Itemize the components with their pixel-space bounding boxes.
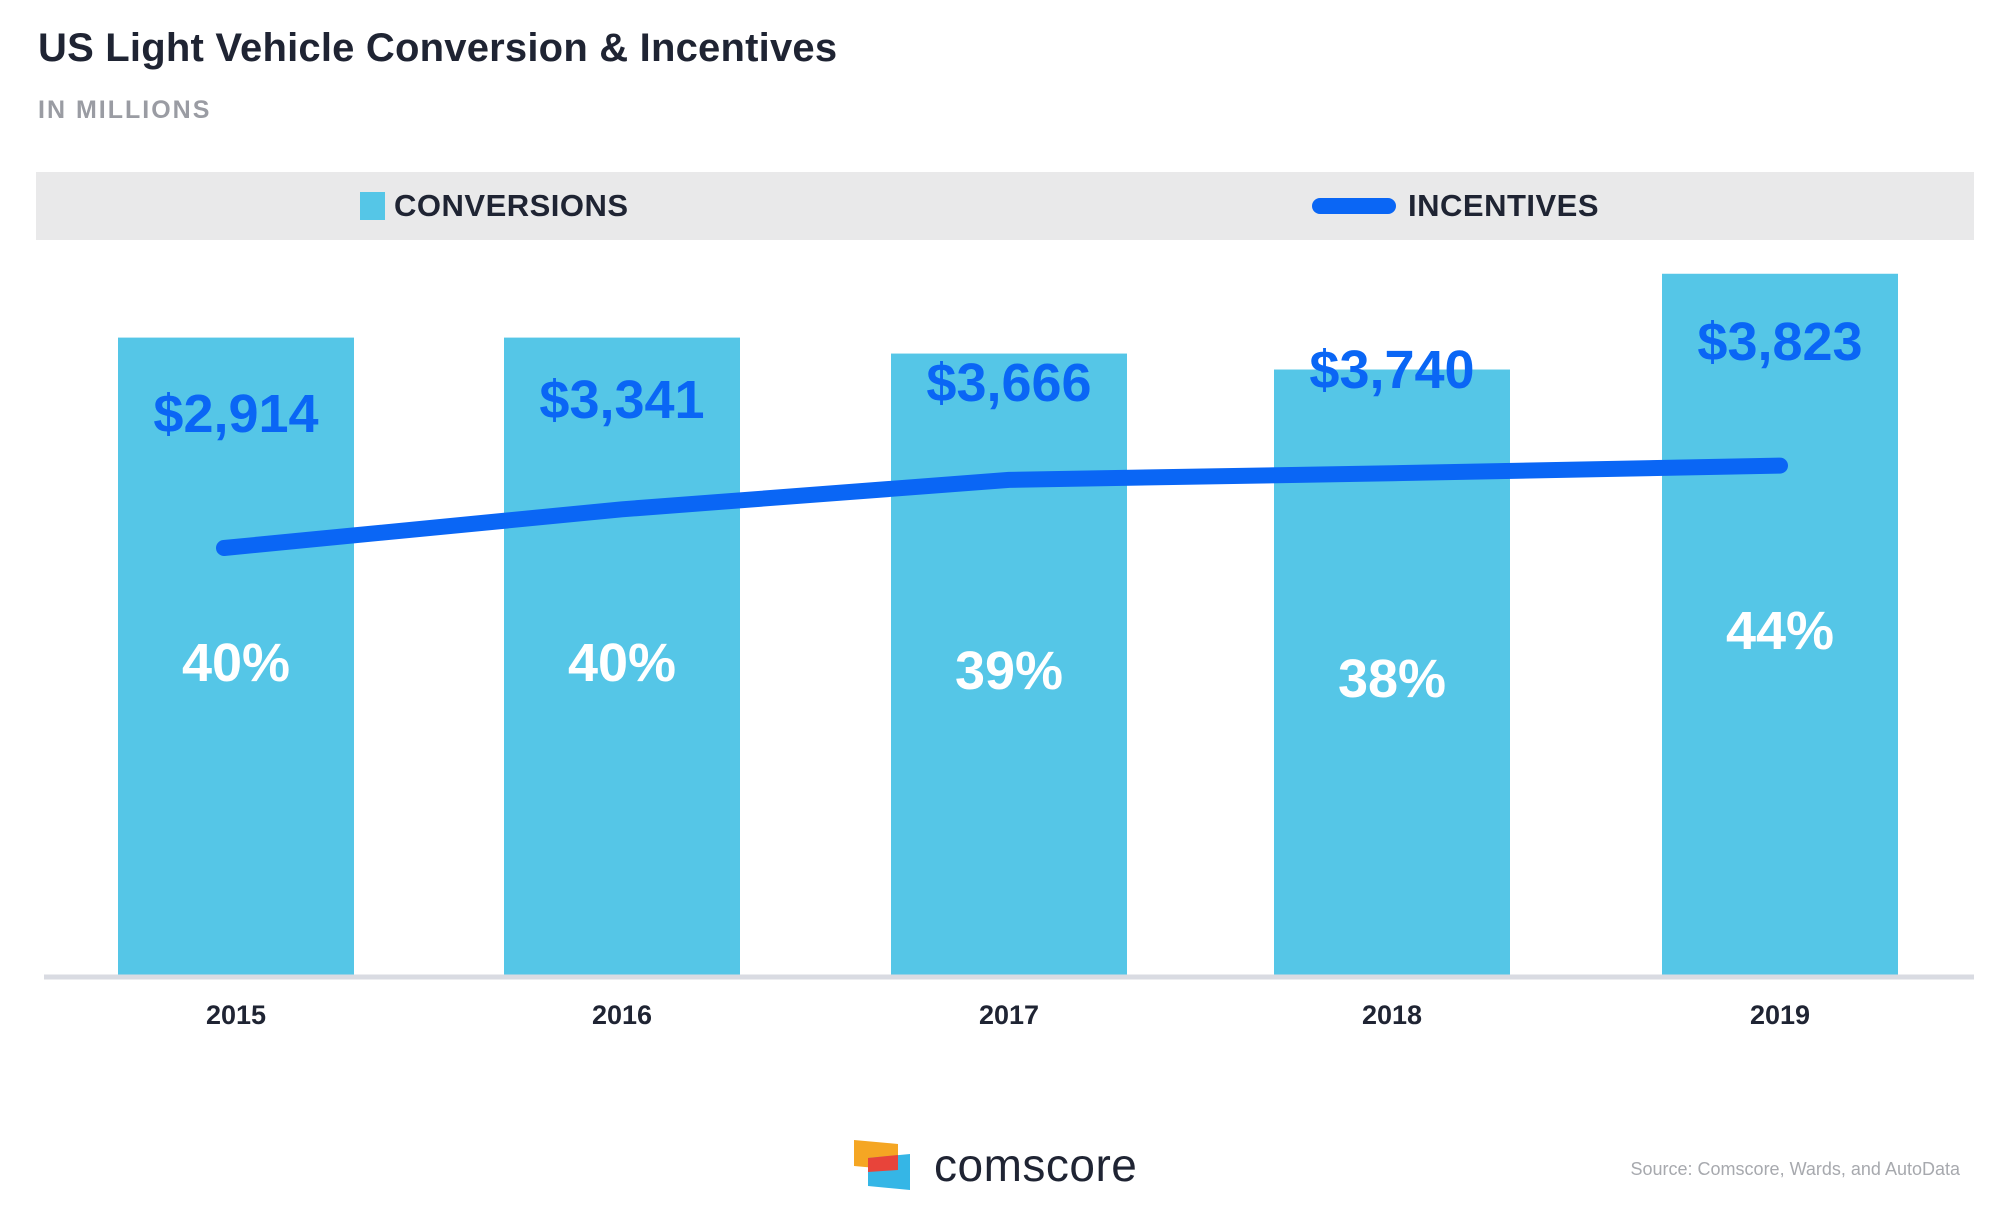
conversion-bar-2015 [118,337,354,977]
brand-name: comscore [934,1139,1138,1191]
x-tick-2019: 2019 [1750,1000,1810,1030]
conversion-bar-2019 [1662,273,1898,976]
incentive-label-2019: $3,823 [1697,312,1862,372]
legend: CONVERSIONS INCENTIVES [36,172,1974,240]
conversion-label-2015: 40% [182,633,290,693]
conversion-label-2019: 44% [1726,601,1834,661]
conversion-label-2018: 38% [1338,649,1446,709]
x-tick-2017: 2017 [979,1000,1039,1030]
incentives-legend-label: INCENTIVES [1408,188,1600,223]
conversion-label-2017: 39% [955,641,1063,701]
conversions-legend-label: CONVERSIONS [394,188,629,223]
incentive-label-2015: $2,914 [153,384,318,444]
incentives-legend-swatch [1312,198,1396,214]
x-tick-2015: 2015 [206,1000,266,1030]
conversions-legend-swatch [360,192,385,220]
comscore-logo-icon [854,1140,910,1190]
conversion-bar-2016 [504,337,740,977]
incentives-line [216,457,1788,556]
incentive-label-2017: $3,666 [926,353,1091,413]
x-tick-2016: 2016 [592,1000,652,1030]
conversion-bar-2017 [891,353,1127,976]
chart-title: US Light Vehicle Conversion & Incentives [38,26,838,70]
x-tick-2018: 2018 [1362,1000,1422,1030]
incentive-label-2016: $3,341 [539,370,704,430]
chart-plot: 40% 40% 39% 38% 44% $2,914 $3,341 $3,666 $3,740 $… [44,273,1974,1030]
conversion-label-2016: 40% [568,633,676,693]
source-note: Source: Comscore, Wards, and AutoData [1630,1159,1960,1179]
incentive-label-2018: $3,740 [1309,340,1474,400]
chart-subtitle: IN MILLIONS [38,96,212,124]
